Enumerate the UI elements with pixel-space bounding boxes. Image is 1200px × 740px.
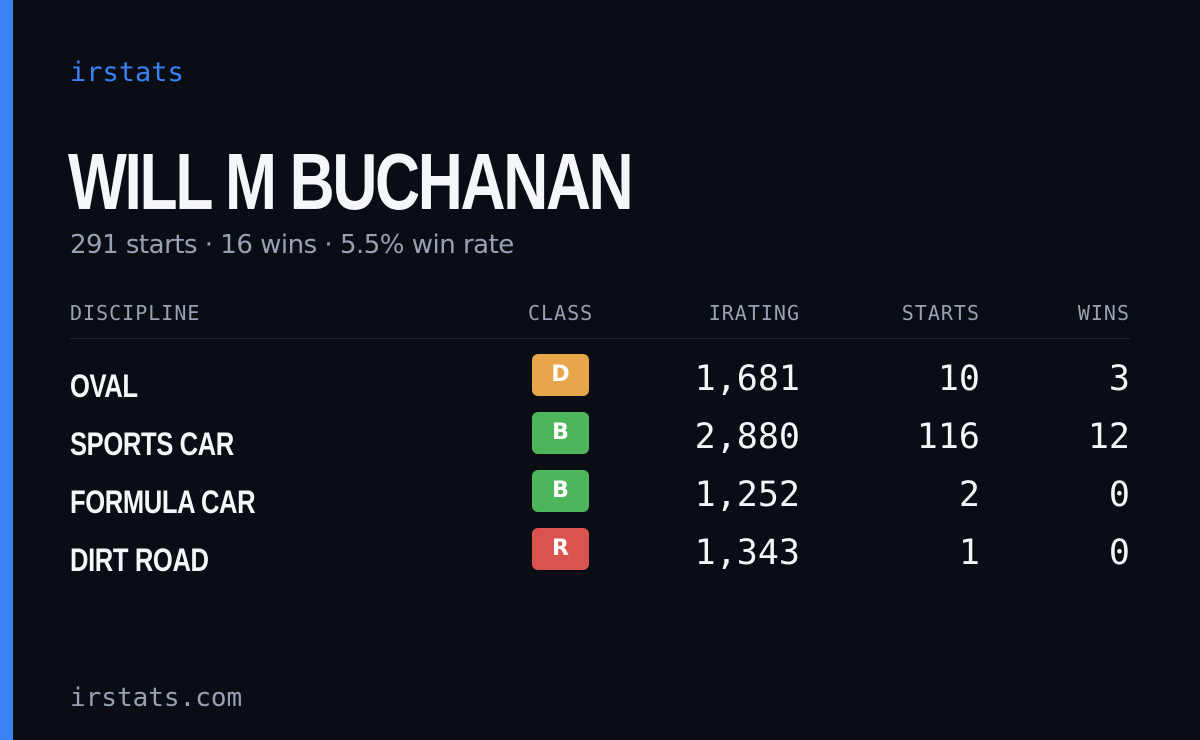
- header-discipline: DISCIPLINE: [70, 301, 201, 325]
- discipline-label: DIRT ROAD: [70, 542, 209, 578]
- table-header: DISCIPLINE CLASS IRATING STARTS WINS: [70, 300, 1130, 339]
- starts-value: 2: [958, 475, 980, 515]
- class-badge: B: [532, 412, 589, 454]
- starts-value: 116: [916, 417, 980, 457]
- table-row: OVAL D 1,681 10 3: [70, 350, 1130, 408]
- discipline-label: OVAL: [70, 368, 138, 404]
- starts-value: 10: [937, 359, 980, 399]
- header-wins: WINS: [1077, 301, 1130, 325]
- wins-value: 0: [1108, 533, 1130, 573]
- class-badge: D: [532, 354, 589, 396]
- header-irating: IRATING: [708, 301, 800, 325]
- header-starts: STARTS: [901, 301, 980, 325]
- driver-summary: 291 starts · 16 wins · 5.5% win rate: [70, 230, 514, 260]
- irating-value: 1,343: [694, 533, 800, 573]
- driver-name: WILL M BUCHANAN: [68, 137, 634, 226]
- table-row: FORMULA CAR B 1,252 2 0: [70, 466, 1130, 524]
- irating-value: 1,252: [694, 475, 800, 515]
- wins-value: 12: [1087, 417, 1130, 457]
- class-badge: B: [532, 470, 589, 512]
- irating-value: 1,681: [694, 359, 800, 399]
- table-row: DIRT ROAD R 1,343 1 0: [70, 524, 1130, 582]
- discipline-label: FORMULA CAR: [70, 484, 256, 520]
- discipline-label: SPORTS CAR: [70, 426, 234, 462]
- footer-url: irstats.com: [70, 683, 243, 713]
- table-row: SPORTS CAR B 2,880 116 12: [70, 408, 1130, 466]
- starts-value: 1: [958, 533, 980, 573]
- header-class: CLASS: [528, 301, 594, 325]
- wins-value: 3: [1108, 359, 1130, 399]
- discipline-table: OVAL D 1,681 10 3 SPORTS CAR B 2,880 116…: [70, 350, 1130, 582]
- class-badge: R: [532, 528, 589, 570]
- accent-bar: [0, 0, 13, 740]
- irating-value: 2,880: [694, 417, 800, 457]
- brand-logo: irstats: [70, 57, 184, 88]
- wins-value: 0: [1108, 475, 1130, 515]
